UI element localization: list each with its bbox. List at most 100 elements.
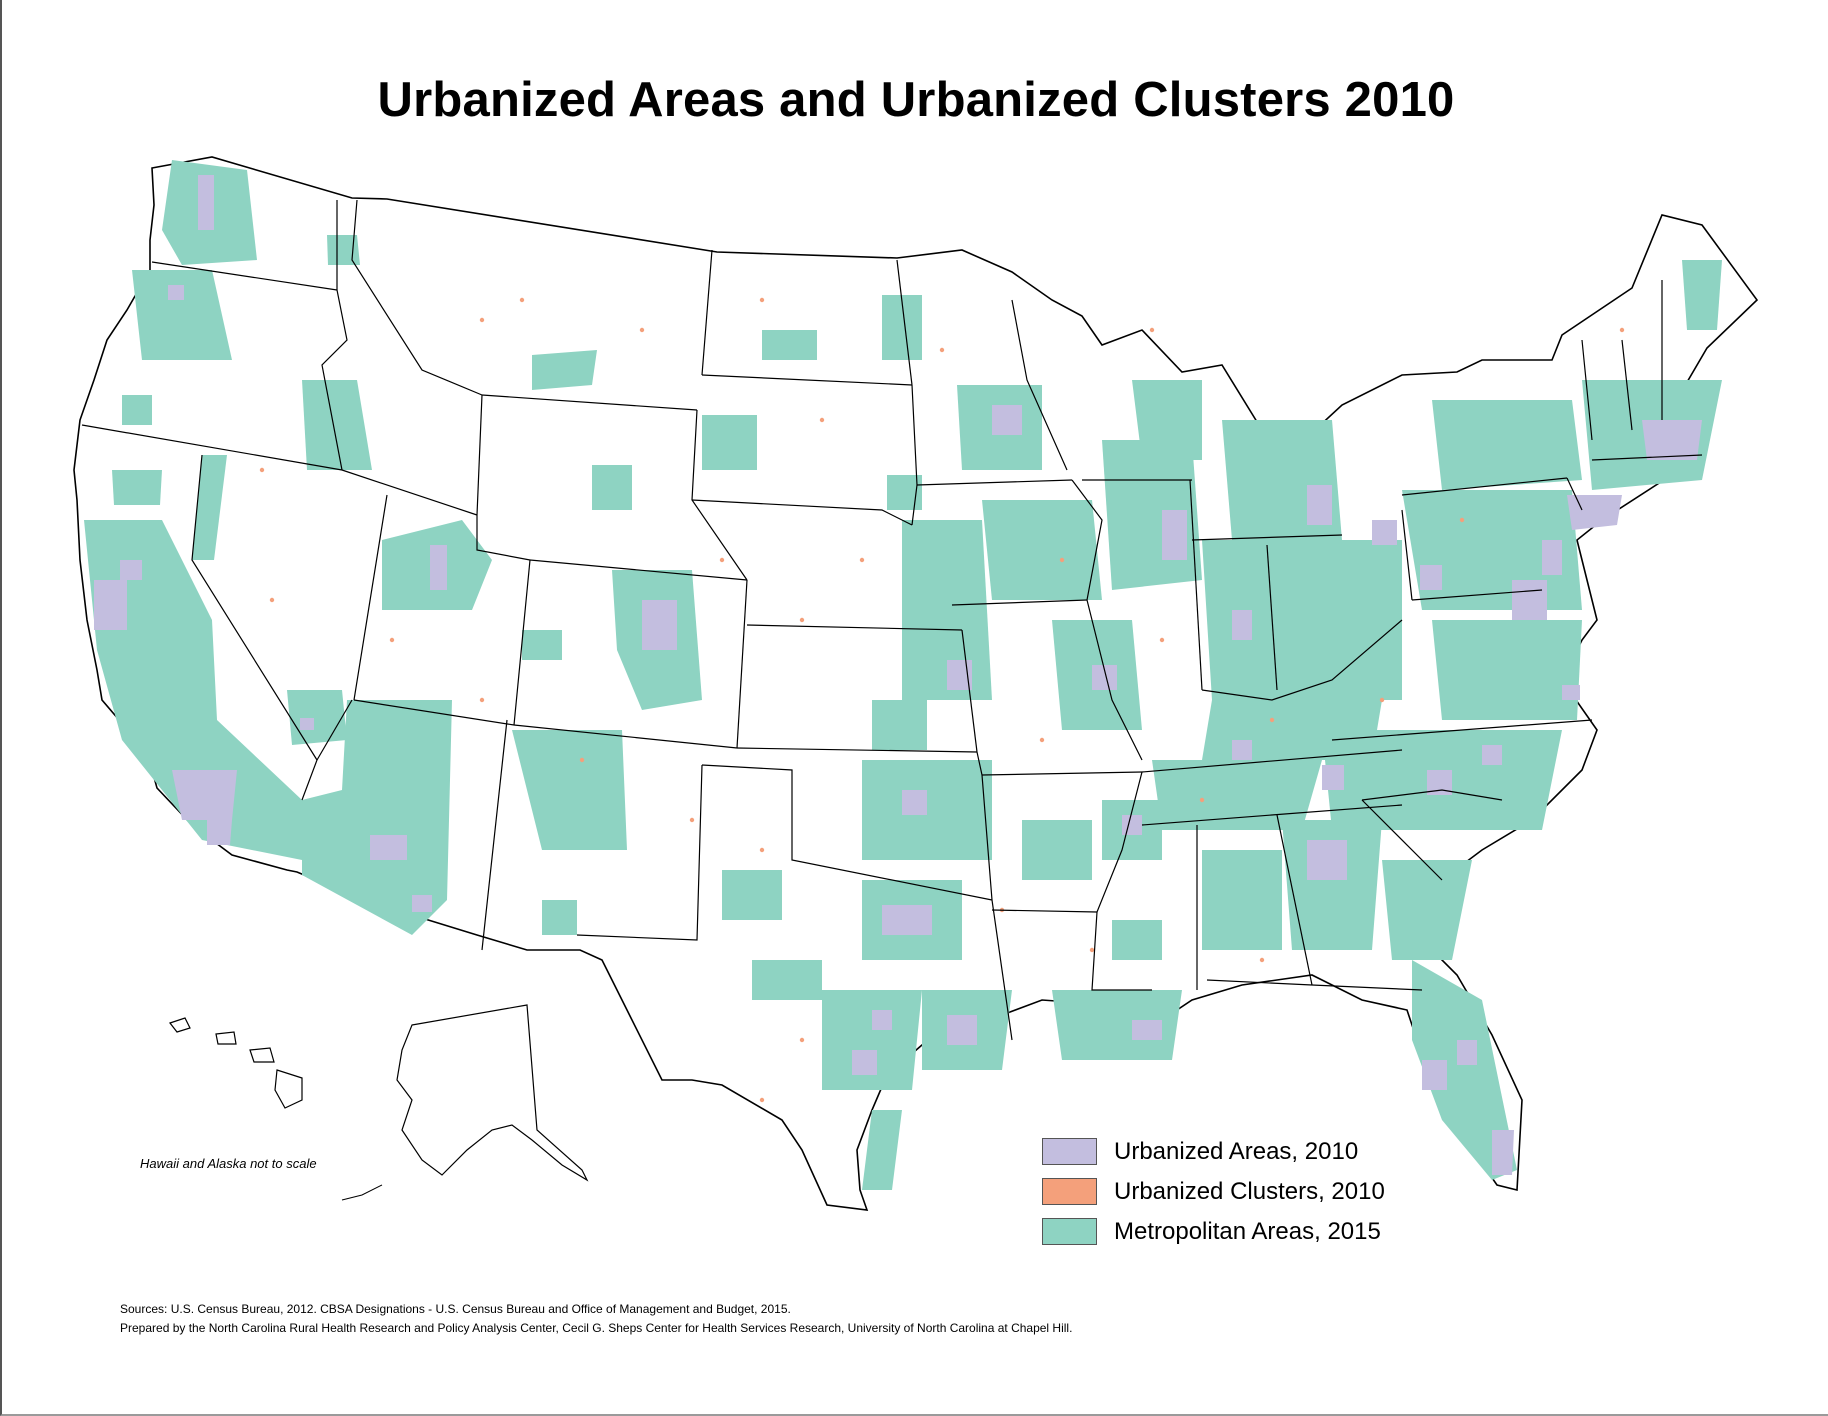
metro-reno [192, 455, 227, 560]
alaska-outline [396, 1004, 589, 1182]
border-ny-vt-ma [1581, 339, 1593, 441]
inset-note: Hawaii and Alaska not to scale [140, 1156, 317, 1171]
metro-las-vegas [287, 690, 347, 745]
metro-louisiana [1052, 990, 1182, 1060]
border-nm-tx [576, 764, 703, 941]
hawaii-maui [249, 1047, 275, 1063]
border-ga-sc [1361, 799, 1443, 881]
border-ut-co [513, 559, 531, 726]
metro-eugene [122, 395, 152, 425]
ua-minneapolis [992, 405, 1022, 435]
ua-miami [1492, 1130, 1514, 1175]
metro-mississippi [1112, 920, 1162, 960]
metro-albuquerque [512, 730, 627, 850]
metro-el-paso [542, 900, 577, 935]
ua-chicago [1162, 510, 1187, 560]
ua-los-angeles [172, 770, 237, 820]
border-oh-wv-ky [1201, 619, 1403, 701]
ua-norfolk [1562, 685, 1580, 700]
uc-17 [1159, 637, 1165, 643]
metro-atlanta [1282, 820, 1382, 950]
ua-portland [168, 285, 184, 300]
border-mo-il [1086, 599, 1143, 761]
border-nv-ut [353, 494, 388, 701]
border-ut-az [353, 699, 515, 726]
border-ia-mo [951, 599, 1088, 606]
border-az-nm [481, 719, 508, 951]
ua-raleigh [1482, 745, 1502, 765]
uc-26 [1089, 947, 1095, 953]
ua-new-orleans [1132, 1020, 1162, 1040]
uc-15 [759, 847, 765, 853]
uc-16 [1039, 737, 1045, 743]
uc-22 [1379, 697, 1385, 703]
border-ks-ok [736, 747, 978, 753]
ua-kansas-city [947, 660, 972, 690]
uc-11 [389, 637, 395, 643]
ua-las-vegas [300, 718, 314, 730]
metro-fargo [882, 295, 922, 360]
ua-indianapolis [1232, 610, 1252, 640]
ua-dallas [882, 905, 932, 935]
legend-label-urbanized-clusters: Urbanized Clusters, 2010 [1114, 1178, 1385, 1205]
legend-swatch-metropolitan-areas [1042, 1218, 1097, 1245]
ua-orlando [1457, 1040, 1477, 1065]
metro-virginia [1432, 620, 1582, 720]
border-va-nc [1331, 719, 1593, 741]
ua-charlotte [1427, 770, 1452, 795]
metro-rapid-city [702, 415, 757, 470]
metro-grand-junction [522, 630, 562, 660]
hawaii-kauai [169, 1017, 191, 1033]
border-or-ca-nv [81, 424, 343, 471]
uc-9 [579, 757, 585, 763]
border-co-ks [736, 579, 748, 749]
ua-memphis [1122, 815, 1142, 835]
border-or-id [321, 289, 348, 471]
uc-1 [479, 317, 485, 323]
border-id-nv-ut [341, 469, 478, 516]
ua-austin [872, 1010, 892, 1030]
border-nv-az [316, 699, 353, 761]
border-ar-ms-tn [1096, 771, 1143, 913]
uc-29 [1149, 327, 1155, 333]
ua-houston [947, 1015, 977, 1045]
border-tn-ms-al-ga [1141, 804, 1403, 826]
ua-phoenix [370, 835, 407, 860]
border-sd-ne [691, 499, 913, 526]
uc-3 [639, 327, 645, 333]
sources-note: Sources: U.S. Census Bureau, 2012. CBSA … [120, 1300, 1072, 1338]
ua-tampa [1422, 1060, 1447, 1090]
border-mt-nd [701, 249, 713, 376]
uc-8 [719, 557, 725, 563]
metro-portland [132, 270, 232, 360]
ua-nashville [1232, 740, 1252, 760]
legend-swatch-urbanized-clusters [1042, 1178, 1097, 1205]
border-oh-pa [1401, 509, 1413, 601]
metro-spokane [327, 235, 360, 265]
uc-24 [799, 1037, 805, 1043]
ua-denver [642, 600, 677, 650]
border-ky-tn [1141, 749, 1403, 773]
border-vt-nh [1621, 339, 1633, 431]
ua-oklahoma-city [902, 790, 927, 815]
ua-st-louis [1092, 665, 1117, 690]
metro-redding [112, 470, 162, 505]
border-al-fl-ga [1206, 979, 1423, 991]
sources-line-2: Prepared by the North Carolina Rural Hea… [120, 1321, 1073, 1335]
border-al-ga [1276, 814, 1313, 986]
border-mn-wi [1011, 299, 1068, 471]
border-ar-la [991, 909, 1098, 913]
metro-iowa [982, 500, 1102, 600]
map-title: Urbanized Areas and Urbanized Clusters 2… [377, 73, 1455, 127]
border-mo-ar [981, 771, 1143, 776]
metro-south-carolina [1382, 860, 1472, 960]
border-mt-wy [481, 394, 698, 411]
border-ut-wy [476, 515, 531, 561]
metro-omaha-kc [902, 520, 992, 700]
ua-boston [1642, 420, 1702, 460]
sources-line-1: Sources: U.S. Census Bureau, 2012. CBSA … [120, 1302, 791, 1316]
border-pa-md [1411, 589, 1543, 601]
border-il-in [1189, 479, 1203, 691]
border-ma-ct-ri [1591, 454, 1703, 461]
